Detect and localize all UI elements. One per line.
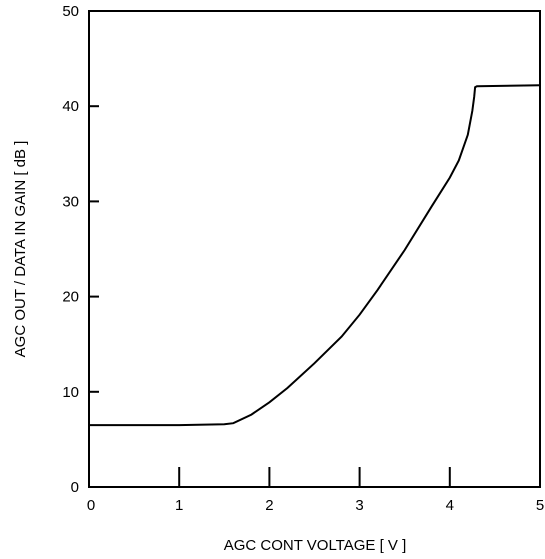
x-tick-label: 3 [355,497,363,514]
y-tick-label: 40 [62,98,79,115]
x-tick-label: 4 [446,497,454,514]
y-axis-title: AGC OUT / DATA IN GAIN [ dB ] [12,141,29,358]
y-tick-label: 50 [62,3,79,20]
y-tick-label: 20 [62,289,79,306]
x-tick-label: 1 [175,497,183,514]
x-axis-title: AGC CONT VOLTAGE [ V ] [224,537,407,554]
y-tick-label: 10 [62,384,79,401]
plot-frame [88,10,541,488]
x-axis-ticks: 0 1 2 3 4 5 [87,467,544,514]
x-tick-label: 2 [265,497,273,514]
gain-curve [89,84,541,427]
y-tick-label: 0 [71,479,79,496]
y-axis-ticks: 0 10 20 30 40 50 [62,3,99,496]
y-tick-label: 30 [62,193,79,210]
x-tick-label: 0 [87,497,95,514]
x-tick-label: 5 [536,497,544,514]
